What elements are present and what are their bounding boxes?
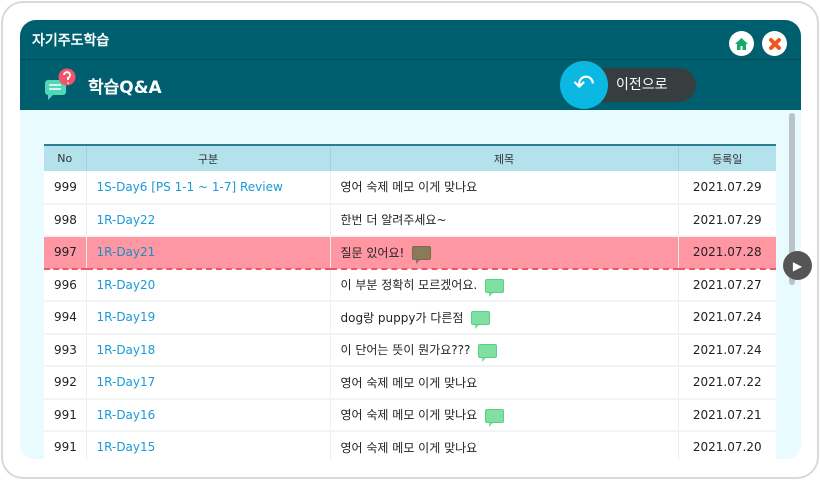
row-category-link[interactable]: 1R-Day16 [85,398,330,432]
table-row[interactable]: 997 1R-Day21 질문 있어요! 2021.07.28 [44,235,776,270]
row-category-link[interactable]: 1R-Day17 [85,366,330,400]
row-title[interactable]: 영어 숙제 메모 이게 맞나요 [329,431,678,459]
row-title-text[interactable]: 질문 있어요! [340,245,405,260]
back-button-label: 이전으로 [616,77,668,93]
row-no: 999 [44,171,86,205]
row-date: 2021.07.27 [677,268,776,302]
title-bar: 자기주도학습 [20,20,801,60]
home-icon [735,37,748,50]
table-row[interactable]: 991 1R-Day15 영어 숙제 메모 이게 맞나요 2021.07.20 [44,431,776,459]
row-title-text[interactable]: 영어 숙제 메모 이게 맞나요 [340,180,478,195]
play-icon: ▶ [792,258,803,273]
row-date: 2021.07.29 [677,203,776,237]
row-title-text[interactable]: 한번 더 알려주세요~ [340,213,447,228]
table-row[interactable]: 996 1R-Day20 이 부분 정확히 모르겠어요. 2021.07.27 [44,268,776,302]
content-area: No 구분 제목 등록일 999 1S-Day6 [PS 1-1 ~ 1-7] … [20,110,801,459]
table-row[interactable]: 991 1R-Day16 영어 숙제 메모 이게 맞나요 2021.07.21 [44,398,776,432]
row-title-text[interactable]: dog랑 puppy가 다른점 [340,310,464,325]
row-title-text[interactable]: 영어 숙제 메모 이게 맞나요 [340,375,478,390]
scrollbar-thumb[interactable] [789,113,795,285]
row-category-link[interactable]: 1S-Day6 [PS 1-1 ~ 1-7] Review [85,171,330,205]
row-no: 998 [44,203,86,237]
row-category-link[interactable]: 1R-Day19 [85,301,330,335]
row-no: 993 [44,333,86,367]
row-category-link[interactable]: 1R-Day20 [85,268,330,302]
row-no: 997 [44,235,86,270]
row-no: 991 [44,431,86,459]
row-title-text[interactable]: 영어 숙제 메모 이게 맞나요 [340,440,478,455]
column-header-no: No [44,144,86,171]
row-no: 992 [44,366,86,400]
row-date: 2021.07.28 [677,235,776,270]
qna-table: No 구분 제목 등록일 999 1S-Day6 [PS 1-1 ~ 1-7] … [44,144,776,459]
row-title[interactable]: dog랑 puppy가 다른점 [329,301,678,335]
home-button[interactable] [729,31,754,56]
row-no: 991 [44,398,86,432]
row-title[interactable]: 한번 더 알려주세요~ [329,203,678,237]
back-button[interactable]: ↶ 이전으로 [560,61,700,109]
row-title-text[interactable]: 이 부분 정확히 모르겠어요. [340,278,478,293]
row-no: 994 [44,301,86,335]
row-category-link[interactable]: 1R-Day22 [85,203,330,237]
page-title: 학습Q&A [88,77,162,98]
row-date: 2021.07.29 [677,171,776,205]
row-date: 2021.07.20 [677,431,776,459]
comment-icon [412,246,432,265]
table-row[interactable]: 992 1R-Day17 영어 숙제 메모 이게 맞나요 2021.07.22 [44,366,776,400]
row-title[interactable]: 영어 숙제 메모 이게 맞나요 [329,398,678,432]
row-category-link[interactable]: 1R-Day21 [85,235,330,270]
comment-icon [478,343,498,362]
row-title[interactable]: 이 부분 정확히 모르겠어요. [329,268,678,302]
table-row[interactable]: 994 1R-Day19 dog랑 puppy가 다른점 2021.07.24 [44,301,776,335]
row-no: 996 [44,268,86,302]
table-row[interactable]: 993 1R-Day18 이 단어는 뜻이 뭔가요??? 2021.07.24 [44,333,776,367]
close-icon [768,37,781,50]
row-category-link[interactable]: 1R-Day15 [85,431,330,459]
row-title[interactable]: 질문 있어요! [329,235,678,270]
row-title-text[interactable]: 영어 숙제 메모 이게 맞나요 [340,408,478,423]
row-title[interactable]: 이 단어는 뜻이 뭔가요??? [329,333,678,367]
row-title[interactable]: 영어 숙제 메모 이게 맞나요 [329,366,678,400]
row-category-link[interactable]: 1R-Day18 [85,333,330,367]
row-date: 2021.07.22 [677,366,776,400]
close-button[interactable] [762,31,787,56]
row-title-text[interactable]: 이 단어는 뜻이 뭔가요??? [340,343,471,358]
row-date: 2021.07.24 [677,301,776,335]
back-arrow-icon: ↶ [560,61,608,109]
table-row[interactable]: 999 1S-Day6 [PS 1-1 ~ 1-7] Review 영어 숙제 … [44,171,776,205]
row-date: 2021.07.24 [677,333,776,367]
column-header-date: 등록일 [677,144,776,171]
app-window: 자기주도학습 학습Q&A No 구분 제목 등록일 999 1S-Day6 [P… [20,20,801,459]
comment-icon [485,408,505,427]
qna-chat-icon [45,68,76,100]
row-date: 2021.07.21 [677,398,776,432]
row-title[interactable]: 영어 숙제 메모 이게 맞나요 [329,171,678,205]
window-title: 자기주도학습 [32,32,110,49]
column-header-category: 구분 [85,144,330,171]
table-row[interactable]: 998 1R-Day22 한번 더 알려주세요~ 2021.07.29 [44,203,776,237]
next-button[interactable]: ▶ [783,251,812,280]
comment-icon [485,278,505,297]
column-header-title: 제목 [329,144,678,171]
comment-icon [471,311,491,330]
